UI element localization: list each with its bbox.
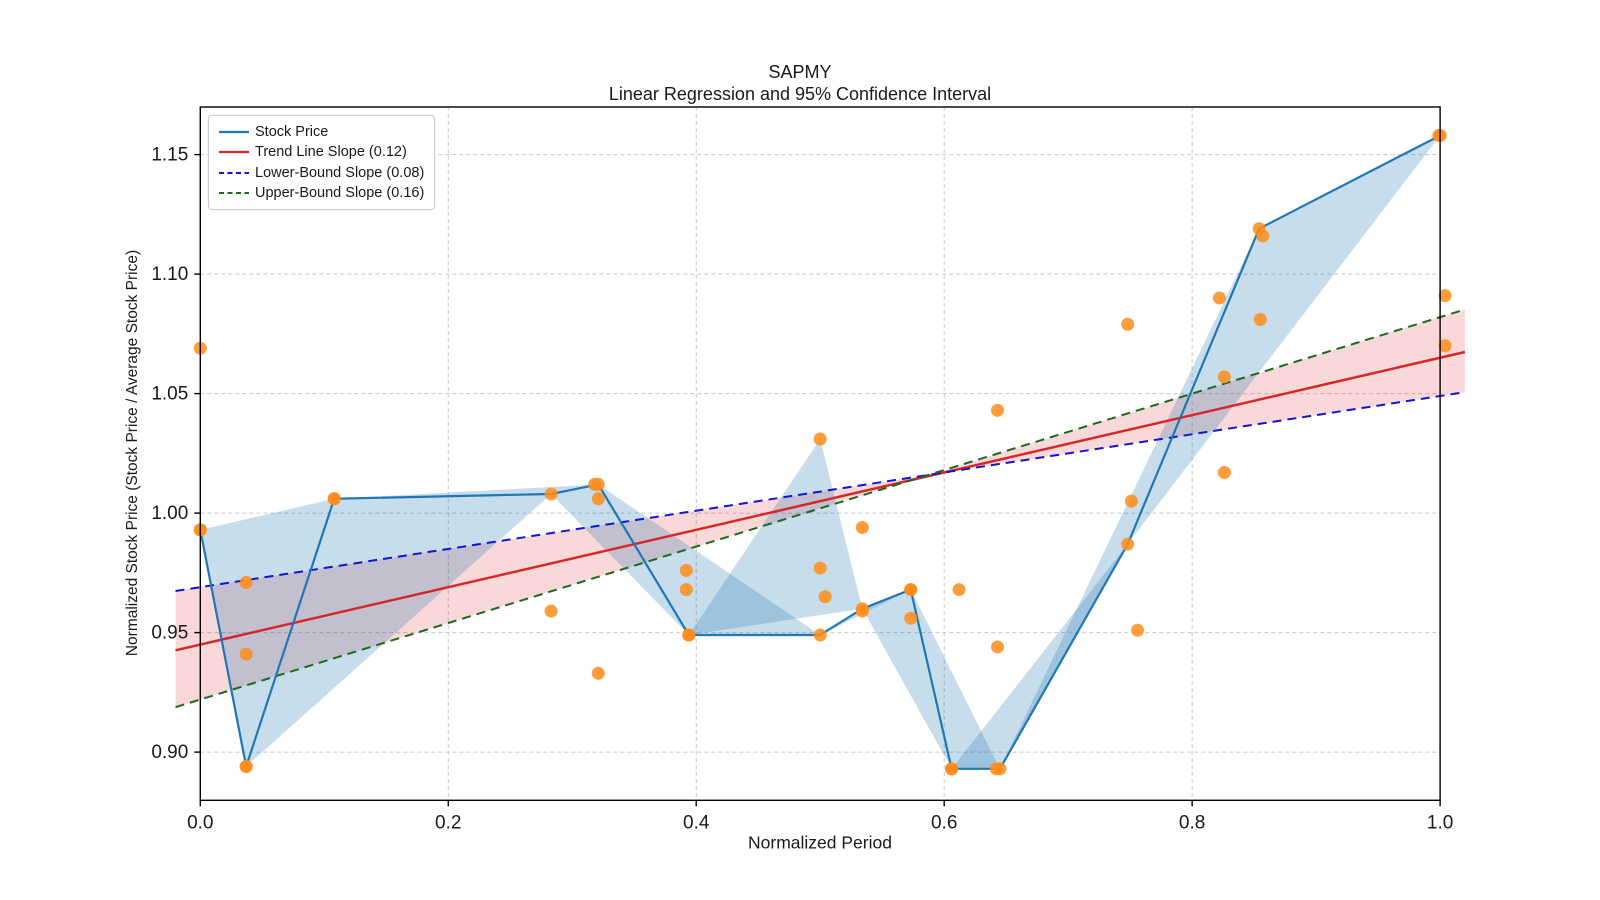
svg-text:0.6: 0.6 [931,812,957,833]
svg-text:1.0: 1.0 [1427,812,1453,833]
svg-text:0.4: 0.4 [683,812,710,833]
svg-text:1.10: 1.10 [151,264,188,285]
svg-text:0.95: 0.95 [151,623,188,644]
svg-text:1.05: 1.05 [151,384,188,405]
svg-text:0.8: 0.8 [1179,812,1205,833]
svg-text:0.90: 0.90 [151,742,188,763]
svg-text:0.0: 0.0 [187,812,213,833]
svg-text:1.15: 1.15 [151,145,188,166]
svg-text:1.00: 1.00 [151,503,188,524]
svg-text:0.2: 0.2 [435,812,461,833]
